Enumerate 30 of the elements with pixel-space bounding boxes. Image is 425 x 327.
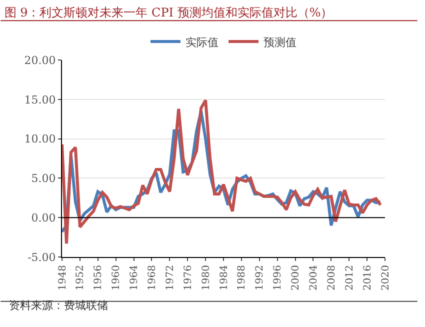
x-tick-label: 2016 (362, 265, 374, 290)
legend-label: 预测值 (264, 36, 296, 49)
y-tick-label: 20.00 (24, 54, 56, 67)
x-tick-label: 1956 (93, 265, 104, 290)
x-tick-label: 1948 (57, 265, 68, 290)
x-tick-label: 1976 (182, 265, 194, 290)
y-tick-label: 0.00 (31, 211, 56, 224)
y-tick-label: 15.00 (24, 93, 56, 106)
chart-title: 图 9：利文斯顿对未来一年 CPI 预测均值和实际值对比（%） (4, 6, 333, 20)
x-tick-label: 2000 (290, 265, 302, 290)
x-tick-label: 1996 (272, 265, 284, 290)
x-tick-label: 1968 (146, 265, 158, 290)
x-tick-label: 2008 (326, 265, 338, 290)
x-tick-label: 2012 (344, 265, 356, 290)
x-tick-label: 2020 (380, 265, 392, 290)
x-tick-label: 1964 (129, 265, 140, 290)
x-tick-label: 1988 (236, 265, 248, 290)
x-tick-label: 1960 (111, 265, 122, 290)
x-tick-label: 1984 (218, 265, 230, 290)
x-tick-label: 1952 (75, 265, 86, 290)
text: 资料来源：费城联储 (9, 299, 108, 312)
x-tick-label: 1980 (200, 265, 212, 290)
x-tick-label: 1992 (254, 265, 266, 290)
y-tick-label: -5.00 (28, 250, 56, 264)
x-tick-label: 2004 (308, 265, 320, 290)
y-tick-label: 5.00 (31, 172, 56, 186)
line-series (62, 98, 382, 246)
y-tick-label: 10.00 (24, 132, 56, 146)
legend-label: 实际值 (186, 36, 218, 49)
x-tick-label: 1972 (164, 265, 176, 290)
